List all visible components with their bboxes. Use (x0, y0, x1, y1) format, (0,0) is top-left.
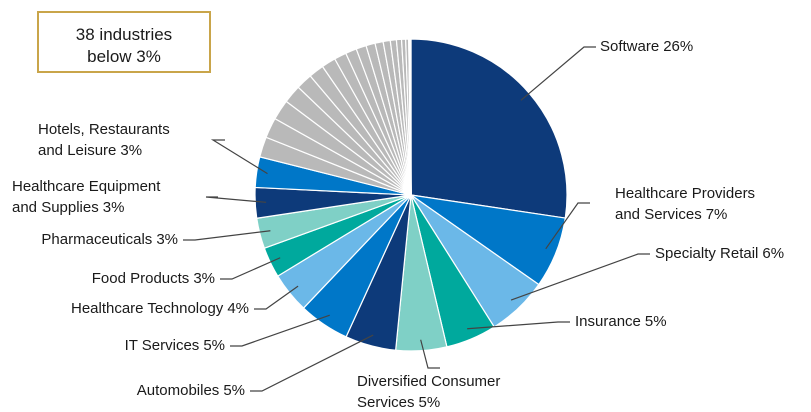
slice-label: Specialty Retail 6% (655, 245, 784, 262)
label-line: and Supplies (12, 199, 99, 216)
label-line: Diversified Consumer (357, 373, 500, 390)
value-label: 6% (762, 245, 784, 262)
value-label: 5% (203, 337, 225, 354)
label-line: Healthcare Equipment (12, 178, 161, 195)
value-label: 26% (663, 38, 693, 55)
slice-label: Healthcare Equipment and Supplies 3% (12, 178, 161, 216)
category-label: Pharmaceuticals (41, 231, 152, 248)
annotation-box (37, 11, 211, 73)
label-line: below 3% (87, 47, 161, 66)
category-label: Automobiles (137, 382, 220, 399)
category-label: Food Products (92, 270, 190, 287)
leader-line (205, 196, 267, 203)
leader-line (510, 253, 650, 301)
leader-line (520, 46, 596, 101)
pie-slice (410, 38, 568, 219)
slice-label: Software 26% (600, 38, 693, 55)
slice-label: Diversified Consumer Services 5% (357, 373, 500, 411)
slice-label: Automobiles 5% (137, 382, 245, 399)
label-line: Services (357, 394, 415, 411)
leader-line (210, 139, 268, 175)
value-label: 3% (156, 231, 178, 248)
slice-label: Healthcare Technology 4% (71, 300, 249, 317)
category-label: IT Services (125, 337, 200, 354)
label-line: Healthcare Providers (615, 185, 755, 202)
leader-line (230, 314, 330, 347)
value-label: 5% (419, 394, 441, 411)
category-label: Insurance (575, 313, 641, 330)
slice-label: IT Services 5% (125, 337, 225, 354)
slice-label: Pharmaceuticals 3% (41, 231, 178, 248)
category-label: Healthcare Technology (71, 300, 224, 317)
leader-line (254, 285, 299, 310)
annotation: 38 industries below 3% (76, 25, 172, 66)
slice-label: Healthcare Providers and Services 7% (615, 185, 755, 223)
leader-line (467, 321, 570, 330)
value-label: 3% (193, 270, 215, 287)
label-line: Hotels, Restaurants (38, 121, 170, 138)
leader-line (183, 230, 271, 241)
leader-line (220, 257, 281, 280)
slice-label: Food Products 3% (92, 270, 215, 287)
value-label: 5% (223, 382, 245, 399)
slice-label: Insurance 5% (575, 313, 667, 330)
label-line: and Leisure (38, 142, 116, 159)
slice-label: Hotels, Restaurants and Leisure 3% (38, 121, 170, 159)
category-label: Specialty Retail (655, 245, 758, 262)
leader-line (420, 339, 440, 369)
label-line: and Services (615, 206, 702, 223)
category-label: Software (600, 38, 659, 55)
value-label: 7% (706, 206, 728, 223)
value-label: 4% (227, 300, 249, 317)
leader-line (545, 202, 590, 250)
value-label: 3% (103, 199, 125, 216)
label-line: 38 industries (76, 25, 172, 44)
value-label: 3% (120, 142, 142, 159)
value-label: 5% (645, 313, 667, 330)
leader-line (250, 334, 374, 392)
